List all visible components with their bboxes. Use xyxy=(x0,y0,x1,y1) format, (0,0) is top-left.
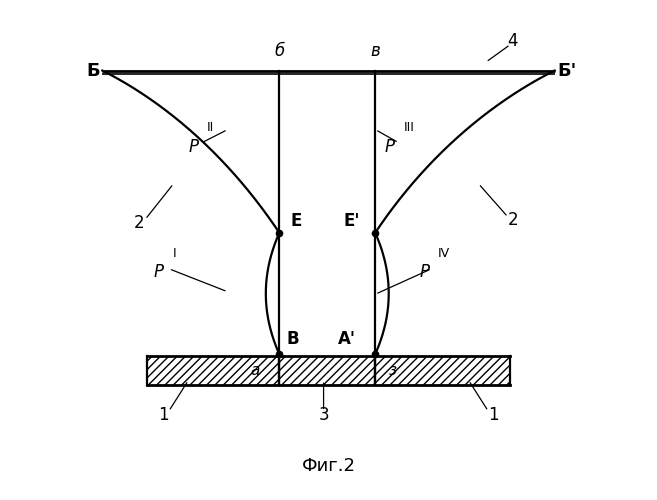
Text: Р: Р xyxy=(419,263,430,281)
Text: 2: 2 xyxy=(134,214,145,232)
Text: 3: 3 xyxy=(318,406,329,423)
Text: а: а xyxy=(250,363,260,378)
Text: з: з xyxy=(388,363,396,378)
Text: 2: 2 xyxy=(508,212,518,230)
Bar xyxy=(147,356,510,385)
Text: б: б xyxy=(274,42,284,60)
Text: III: III xyxy=(403,122,415,134)
Text: 1: 1 xyxy=(158,406,169,423)
Text: 1: 1 xyxy=(488,406,499,423)
Text: Б: Б xyxy=(86,62,100,80)
Text: А': А' xyxy=(338,330,356,348)
Text: Р: Р xyxy=(189,138,198,156)
Text: I: I xyxy=(173,247,176,260)
Text: Б': Б' xyxy=(557,62,576,80)
Text: Фиг.2: Фиг.2 xyxy=(302,458,355,475)
Text: IV: IV xyxy=(438,247,450,260)
Text: Е': Е' xyxy=(343,212,360,230)
Text: В: В xyxy=(286,330,300,348)
Text: II: II xyxy=(207,122,214,134)
Text: Е: Е xyxy=(290,212,302,230)
Text: Р: Р xyxy=(154,263,164,281)
Text: 4: 4 xyxy=(508,32,518,50)
Text: в: в xyxy=(371,42,380,60)
Text: Р: Р xyxy=(385,138,395,156)
